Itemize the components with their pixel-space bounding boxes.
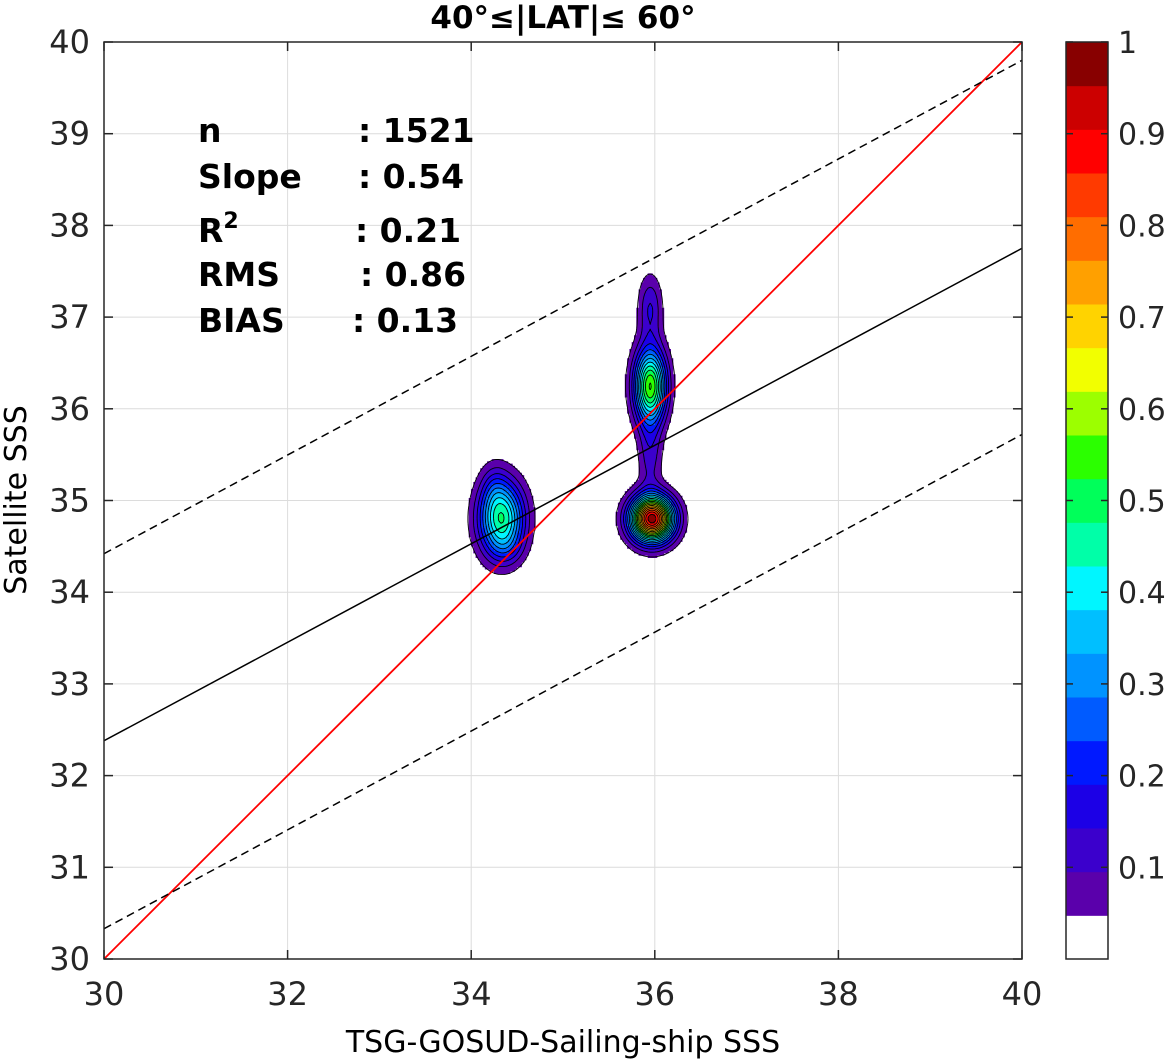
stat-label-text: n	[198, 111, 222, 150]
stats-panel: n : 1521 Slope : 0.54 R2 : 0.21 RMS : 0.86 BIAS:…	[198, 111, 475, 340]
y-tick-label: 36	[49, 390, 90, 428]
x-tick-label: 32	[267, 975, 308, 1013]
y-tick-label: 30	[49, 940, 90, 978]
contour-line	[635, 374, 669, 537]
contour-line	[636, 382, 668, 535]
upper-bound-line	[104, 59, 1022, 555]
y-tick-labels: 30 31 32 33 34 35 36 37 38 39 40	[49, 23, 90, 978]
stat-label: RMS	[198, 255, 280, 294]
colorbar-tick-label: 0.9	[1118, 118, 1166, 153]
colorbar-swatch	[1066, 260, 1108, 305]
colorbar-swatch	[1066, 609, 1108, 654]
contour-line	[642, 507, 662, 530]
y-tick-label: 40	[49, 23, 90, 61]
colorbar-tick-label: 0.5	[1118, 485, 1166, 520]
contour-line	[476, 302, 681, 562]
stat-value: : 0.54	[358, 157, 464, 196]
x-tick-label: 34	[451, 975, 492, 1013]
lower-bound-line	[104, 433, 1022, 930]
y-tick-label: 39	[49, 115, 90, 153]
colorbar-swatch	[1066, 828, 1108, 873]
contour-band	[477, 305, 681, 563]
stat-value: : 1521	[358, 111, 475, 150]
colorbar-swatch	[1066, 697, 1108, 742]
colorbar-swatch	[1066, 391, 1108, 436]
density-contours	[467, 273, 689, 576]
colorbar-tick-label: 0.1	[1118, 851, 1166, 886]
contour-band	[473, 287, 683, 568]
colorbar-tick-label: 0.2	[1118, 760, 1166, 795]
stat-label: n	[198, 111, 222, 150]
contour-line	[638, 503, 666, 534]
colorbar-tick-label: 0.3	[1118, 668, 1166, 703]
contour-line	[472, 286, 684, 568]
contour-line	[643, 509, 661, 528]
stat-label-text: Slope	[198, 157, 302, 196]
stat-label-text: RMS	[198, 255, 280, 294]
grid-lines	[103, 41, 1023, 960]
contour-line	[639, 505, 665, 533]
contour-line	[645, 511, 659, 526]
stat-label: Slope	[198, 157, 302, 196]
chart-title: 40°≤|LAT|≤ 60°	[430, 0, 695, 36]
colorbar-tick-label: 0.8	[1118, 209, 1166, 244]
y-tick-label: 34	[49, 573, 90, 611]
colorbar-swatch	[1066, 522, 1108, 567]
colorbar-tick-label: 1	[1118, 26, 1137, 61]
contour-line	[493, 365, 671, 539]
y-tick-label: 35	[49, 482, 90, 520]
colorbar-swatch	[1066, 173, 1108, 218]
x-tick-label: 40	[1002, 975, 1043, 1013]
x-tick-label: 36	[634, 975, 675, 1013]
axis-ticks	[103, 41, 1023, 960]
contour-line	[497, 369, 670, 538]
colorbar-swatch	[1066, 304, 1108, 349]
colorbar-swatch	[1066, 871, 1108, 916]
colorbar-swatch	[1066, 42, 1108, 87]
colorbar-swatch	[1066, 566, 1108, 611]
colorbar-swatch	[1066, 216, 1108, 261]
contour-line	[640, 506, 664, 531]
y-tick-label: 32	[49, 757, 90, 795]
stat-value: : 0.21	[355, 211, 461, 250]
colorbar-swatch	[1066, 784, 1108, 829]
colorbar: 0.1 0.2 0.3 0.4 0.5 0.6 0.7 0.8 0.9 1	[1065, 26, 1166, 960]
regression-line	[104, 247, 1022, 742]
colorbar-swatch	[1066, 129, 1108, 174]
colorbar-tick-label: 0.7	[1118, 301, 1166, 336]
stat-value: : 0.86	[360, 255, 466, 294]
colorbar-swatch	[1066, 85, 1108, 130]
contour-line	[489, 361, 673, 541]
contour-line	[487, 357, 674, 545]
y-axis-label: Satellite SSS	[0, 405, 34, 595]
y-tick-label: 38	[49, 206, 90, 244]
colorbar-tick-label: 0.4	[1118, 576, 1166, 611]
stat-label: BIAS	[198, 301, 285, 340]
stat-label-text: BIAS	[198, 301, 285, 340]
x-tick-label: 38	[818, 975, 859, 1013]
colorbar-swatch	[1066, 653, 1108, 698]
colorbar-swatch	[1066, 915, 1108, 960]
colorbar-swatch	[1066, 740, 1108, 785]
stat-value: : 0.13	[352, 301, 458, 340]
stat-label: R2	[198, 209, 239, 250]
contour-line	[647, 513, 657, 524]
stat-label-superscript: 2	[223, 209, 238, 234]
y-tick-label: 33	[49, 665, 90, 703]
colorbar-swatch	[1066, 347, 1108, 392]
x-tick-label: 30	[84, 975, 125, 1013]
contour-line	[479, 343, 679, 558]
x-tick-labels: 30 32 34 36 38 40	[84, 975, 1043, 1013]
contour-line	[482, 349, 677, 554]
reference-lines	[104, 42, 1022, 959]
y-tick-label: 31	[49, 848, 90, 886]
colorbar-tick-label: 0.6	[1118, 393, 1166, 428]
stat-label-text: R	[198, 211, 223, 250]
x-axis-label: TSG-GOSUD-Sailing-ship SSS	[345, 1025, 780, 1060]
one-to-one-line	[104, 42, 1022, 959]
y-tick-label: 37	[49, 298, 90, 336]
colorbar-swatch	[1066, 435, 1108, 480]
